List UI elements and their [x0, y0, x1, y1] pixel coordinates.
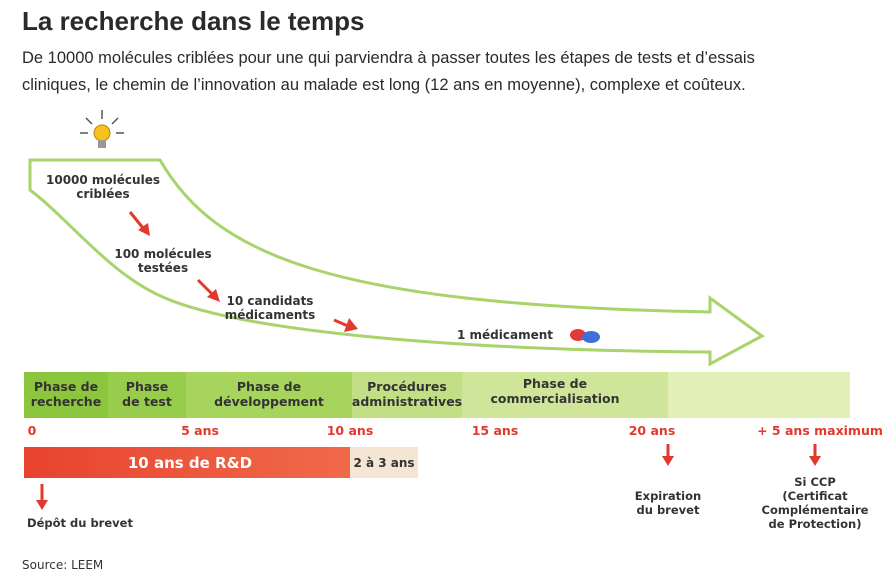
funnel-arrow [28, 158, 765, 367]
pill-icon [570, 329, 600, 343]
funnel-label: 100 molécules [114, 247, 211, 261]
note: Expiration [635, 489, 701, 503]
phase-label: Phase de [34, 379, 98, 394]
funnel-label: 1 médicament [457, 328, 553, 342]
timeline-tick: + 5 ans maximum [757, 423, 883, 438]
timeline-tick: 20 ans [629, 423, 676, 438]
phase-label: de test [122, 394, 172, 409]
source: Source: LEEM [22, 558, 103, 572]
funnel-label: médicaments [225, 308, 316, 322]
funnel-label: 10 candidats [227, 294, 314, 308]
note: Si CCP [794, 475, 836, 489]
phase-label: développement [214, 394, 324, 409]
note: (Certificat [782, 489, 848, 503]
timeline-tick: 0 [28, 423, 37, 438]
note: du brevet [637, 503, 700, 517]
funnel-label: testées [138, 261, 188, 275]
note: Complémentaire [762, 503, 869, 517]
lightbulb-icon [80, 110, 124, 148]
rd-bar [24, 447, 350, 478]
phase-bar [24, 372, 850, 418]
admin-label: 2 à 3 ans [353, 456, 414, 470]
phase-label: recherche [31, 394, 101, 409]
funnel-label: 10000 molécules [46, 173, 160, 187]
phase-label: Phase de [237, 379, 301, 394]
rd-label: 10 ans de R&D [128, 454, 252, 472]
subtitle: cliniques, le chemin de l’innovation au … [22, 76, 746, 94]
phase-label: commercialisation [490, 391, 619, 406]
note: Dépôt du brevet [27, 516, 133, 530]
admin-bar [350, 447, 418, 478]
note-arrows [36, 444, 821, 510]
phase-label: Phase [126, 379, 168, 394]
funnel-step-arrows [128, 211, 358, 332]
phase-label: Procédures [367, 379, 447, 394]
subtitle: De 10000 molécules criblées pour une qui… [22, 49, 755, 67]
phase-label: Phase de [523, 376, 587, 391]
timeline-tick: 5 ans [181, 423, 219, 438]
timeline-tick: 10 ans [327, 423, 374, 438]
note: de Protection) [769, 517, 862, 531]
timeline-tick: 15 ans [472, 423, 519, 438]
funnel-label: criblées [76, 187, 129, 201]
title: La recherche dans le temps [22, 6, 364, 36]
phase-label: administratives [352, 394, 462, 409]
